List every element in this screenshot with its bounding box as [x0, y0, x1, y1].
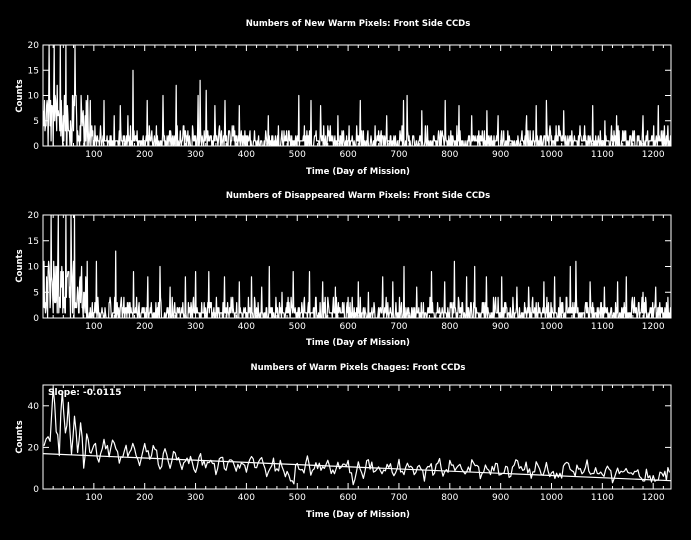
x-axis-label: Time (Day of Mission): [306, 167, 410, 177]
x-tick-label: 700: [390, 150, 407, 160]
x-tick-label: 900: [492, 322, 509, 332]
y-tick-label: 40: [28, 402, 40, 412]
x-tick-label: 100: [85, 493, 102, 503]
y-tick-label: 10: [28, 263, 40, 273]
x-tick-label: 900: [492, 493, 509, 503]
x-tick-label: 200: [136, 322, 153, 332]
x-tick-label: 700: [390, 493, 407, 503]
x-tick-label: 600: [340, 493, 357, 503]
x-tick-label: 500: [289, 493, 306, 503]
x-tick-label: 1000: [540, 150, 563, 160]
x-tick-label: 800: [441, 493, 458, 503]
x-tick-label: 800: [441, 322, 458, 332]
x-tick-label: 900: [492, 150, 509, 160]
x-tick-label: 300: [187, 322, 204, 332]
x-tick-label: 300: [187, 493, 204, 503]
y-tick-label: 5: [33, 117, 39, 127]
chart-disappeared-warm-pixels: Numbers of Disappeared Warm Pixels: Fron…: [15, 191, 672, 348]
data-layer: [43, 215, 671, 318]
y-tick-label: 0: [33, 485, 39, 495]
slope-annotation: Slope: -0.0115: [48, 388, 122, 398]
chart-new-warm-pixels: Numbers of New Warm Pixels: Front Side C…: [15, 19, 672, 177]
x-tick-label: 1000: [540, 322, 563, 332]
x-tick-label: 200: [136, 493, 153, 503]
x-tick-label: 1000: [540, 493, 563, 503]
x-tick-label: 1200: [642, 150, 665, 160]
x-tick-label: 100: [85, 150, 102, 160]
y-tick-label: 15: [28, 237, 39, 247]
series-line: [43, 45, 671, 146]
plot-frame: [42, 384, 672, 490]
chart-title: Numbers of Disappeared Warm Pixels: Fron…: [226, 191, 490, 201]
trend-line: [43, 453, 671, 482]
x-tick-label: 1200: [642, 322, 665, 332]
y-axis-label: Counts: [15, 79, 25, 112]
x-tick-label: 200: [136, 150, 153, 160]
x-tick-label: 400: [238, 493, 255, 503]
data-layer: [43, 45, 671, 146]
x-tick-label: 1200: [642, 493, 665, 503]
x-axis-label: Time (Day of Mission): [306, 510, 410, 520]
y-tick-label: 0: [33, 314, 39, 324]
x-tick-label: 300: [187, 150, 204, 160]
y-axis-label: Counts: [15, 420, 25, 453]
x-tick-label: 400: [238, 322, 255, 332]
y-tick-label: 20: [28, 443, 40, 453]
y-tick-label: 5: [33, 288, 39, 298]
x-tick-label: 600: [340, 150, 357, 160]
x-tick-label: 1100: [591, 322, 614, 332]
x-tick-label: 1100: [591, 150, 614, 160]
x-tick-label: 400: [238, 150, 255, 160]
chart-warm-pixel-changes: Numbers of Warm Pixels Chages: Front CCD…: [15, 363, 672, 520]
chart-title: Numbers of Warm Pixels Chages: Front CCD…: [251, 363, 466, 373]
y-tick-label: 15: [28, 66, 39, 76]
x-axis-label: Time (Day of Mission): [306, 338, 410, 348]
y-axis-label: Counts: [15, 249, 25, 282]
x-tick-label: 700: [390, 322, 407, 332]
y-tick-label: 10: [28, 92, 40, 102]
x-tick-label: 500: [289, 322, 306, 332]
y-tick-label: 20: [28, 211, 40, 221]
series-line: [43, 387, 671, 486]
x-tick-label: 1100: [591, 493, 614, 503]
chart-title: Numbers of New Warm Pixels: Front Side C…: [246, 19, 471, 29]
x-tick-label: 500: [289, 150, 306, 160]
x-tick-label: 600: [340, 322, 357, 332]
series-line: [43, 215, 671, 318]
y-tick-label: 20: [28, 41, 40, 51]
x-tick-label: 100: [85, 322, 102, 332]
y-tick-label: 0: [33, 142, 39, 152]
data-layer: [43, 387, 671, 486]
x-tick-label: 800: [441, 150, 458, 160]
